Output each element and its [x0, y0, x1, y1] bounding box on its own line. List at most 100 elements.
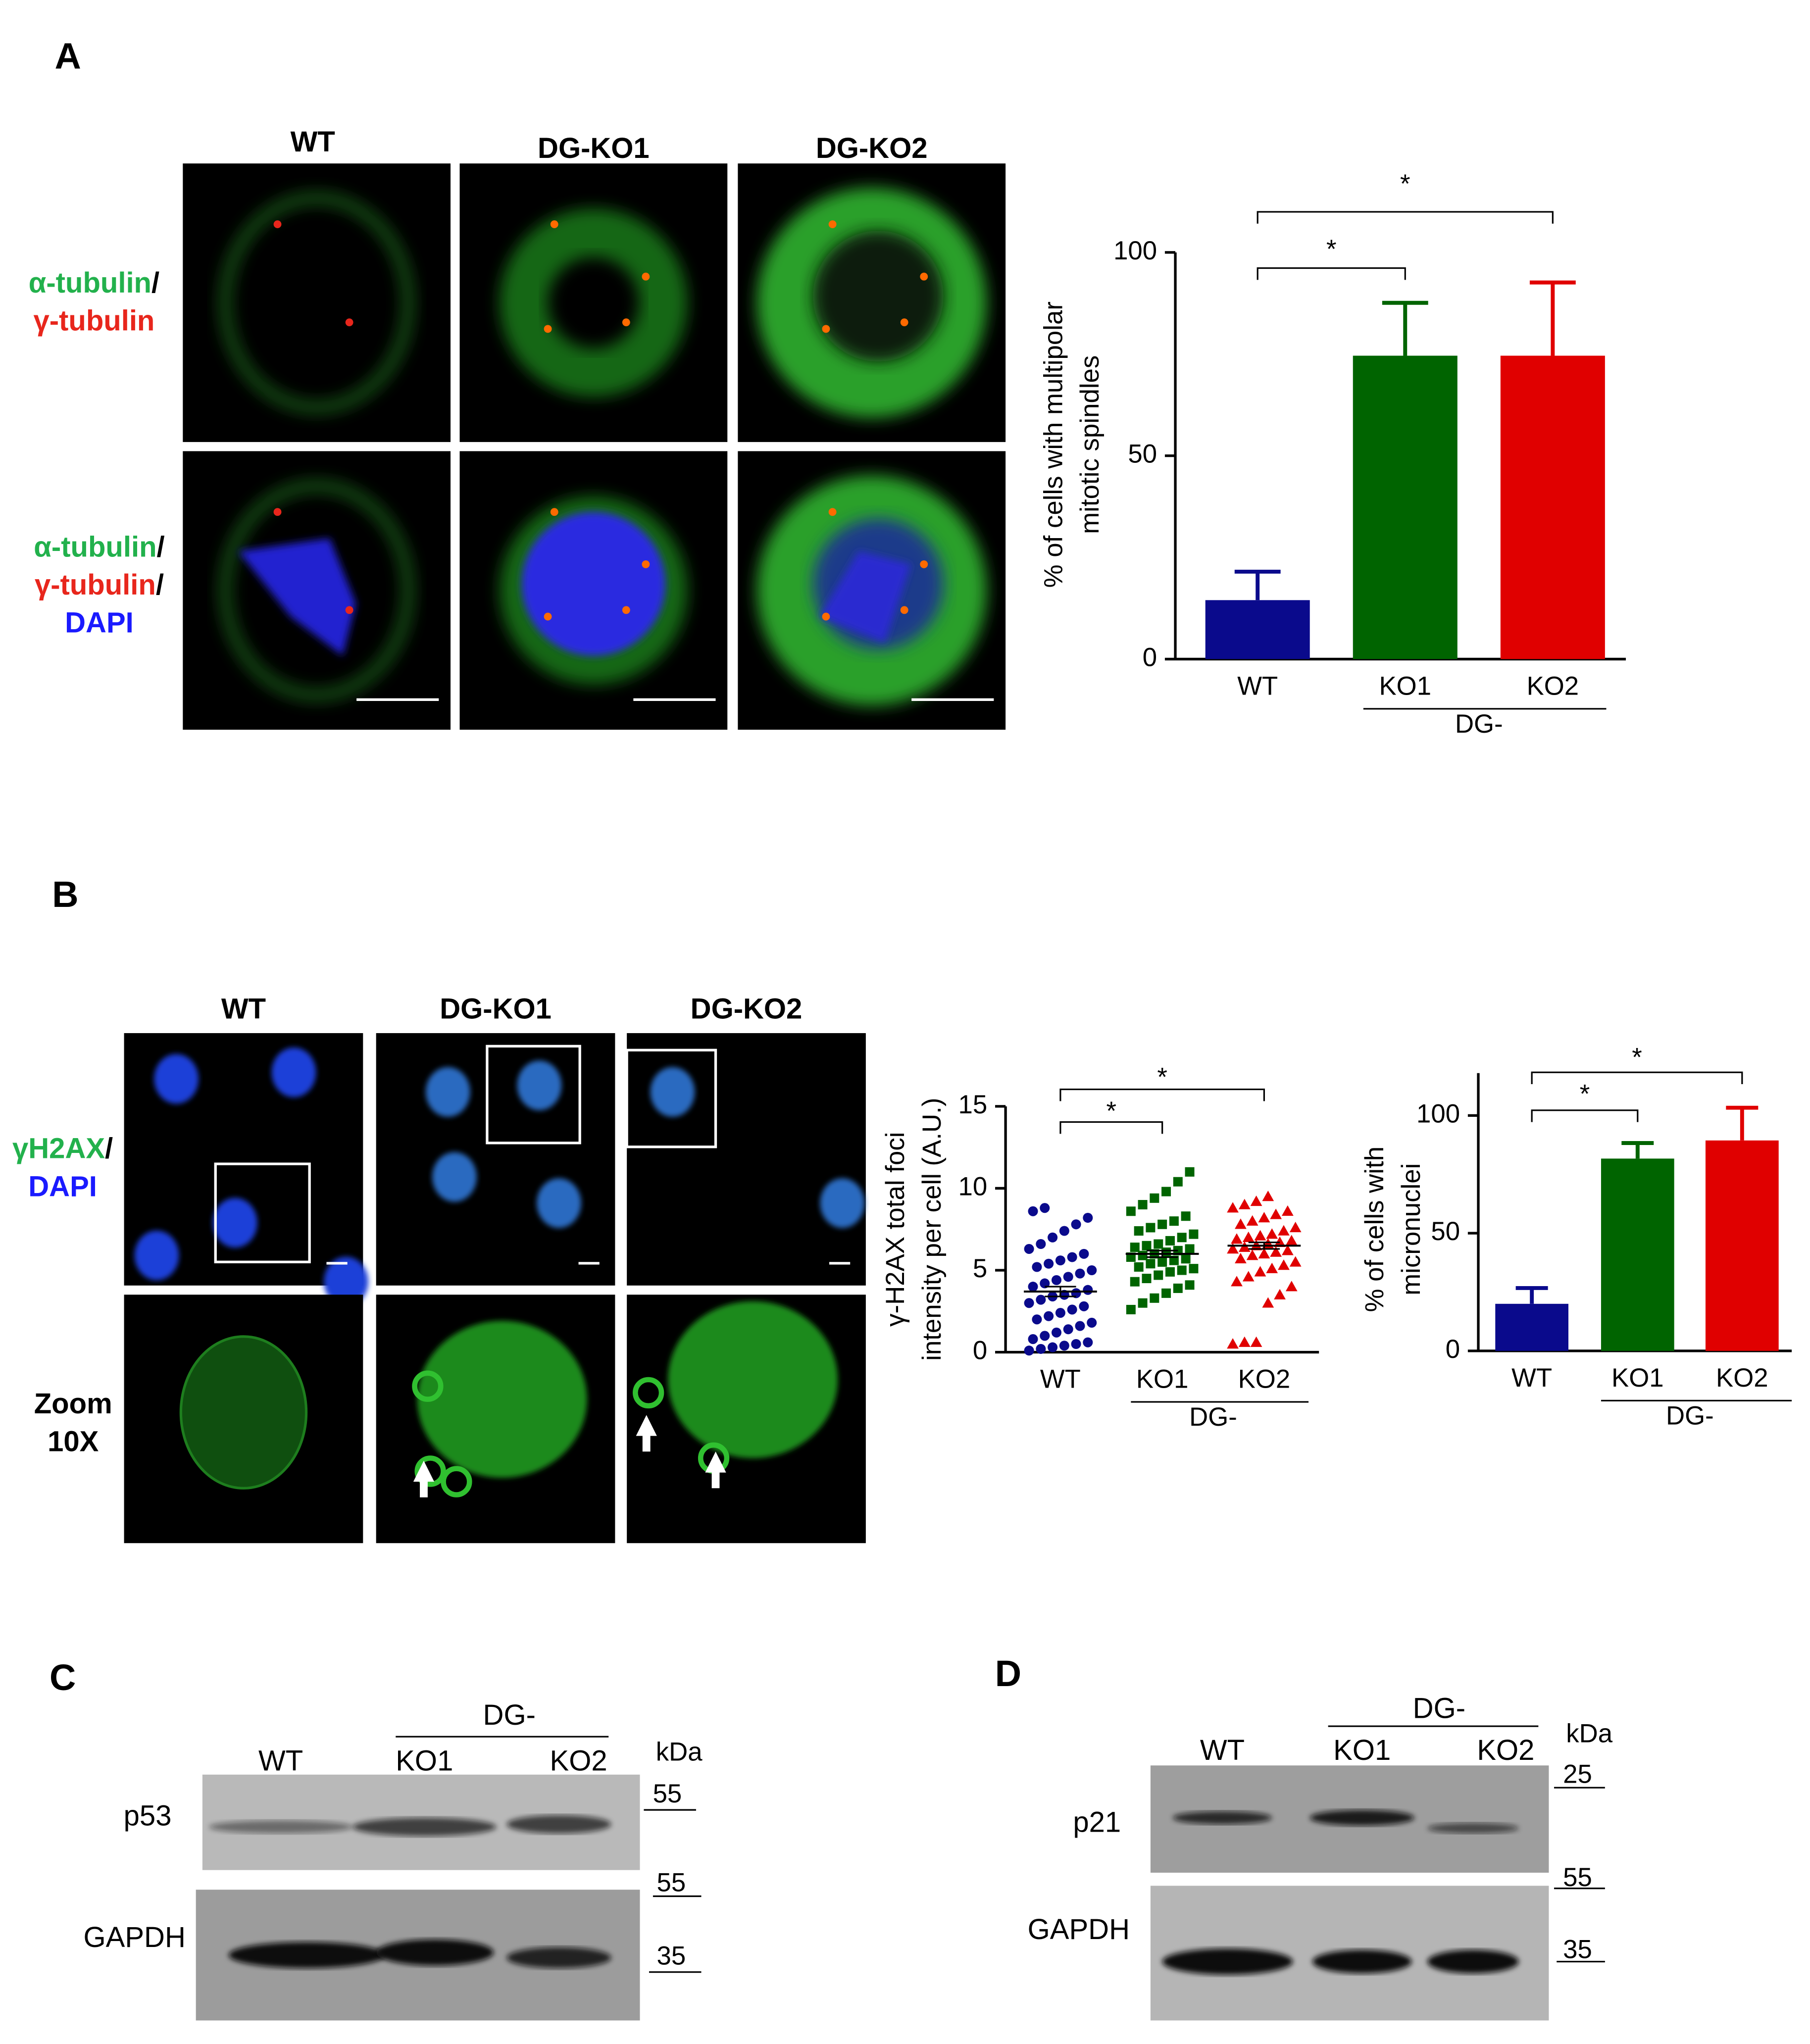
cell	[218, 192, 415, 414]
dot	[1138, 1298, 1148, 1308]
row-label: α-tubulin/	[29, 267, 159, 299]
centrosome	[828, 508, 837, 516]
dot	[1235, 1218, 1247, 1229]
dot	[1051, 1327, 1062, 1338]
dot	[1169, 1216, 1179, 1226]
dot	[1173, 1283, 1183, 1293]
dot	[1258, 1212, 1270, 1223]
marker-label: 25	[1563, 1759, 1592, 1789]
centrosome	[642, 272, 650, 281]
zoom-box	[214, 1162, 311, 1263]
nucleus	[650, 1067, 695, 1117]
centrosome	[822, 325, 830, 333]
dot	[1238, 1336, 1251, 1347]
y-axis-label: % of cells with multipolar	[1039, 301, 1068, 588]
significance-bracket	[1531, 1071, 1743, 1084]
dot	[1278, 1225, 1290, 1236]
dot	[1142, 1274, 1152, 1284]
significance-star: *	[1157, 1062, 1167, 1092]
lane-label: WT	[258, 1745, 303, 1777]
centrosome	[822, 612, 830, 621]
dot	[1262, 1191, 1274, 1201]
y-tick-label: 5	[973, 1254, 987, 1283]
significance-star: *	[1632, 1043, 1642, 1072]
row-label-part: Zoom	[34, 1388, 112, 1420]
row-label: γ-tubulin	[33, 305, 154, 337]
group-label: DG-	[1189, 1402, 1237, 1432]
centrosome	[642, 560, 650, 568]
dot	[1036, 1344, 1046, 1354]
error-bar	[1529, 280, 1576, 356]
x-tick-label: WT	[1511, 1363, 1552, 1393]
sem-bar	[1045, 1286, 1076, 1297]
row-label-part: /	[105, 1133, 113, 1165]
dot	[1028, 1206, 1038, 1216]
row-label-part: /	[157, 531, 165, 563]
row-label-part: 10X	[48, 1426, 99, 1458]
dot	[1048, 1342, 1058, 1352]
y-tick-label: 100	[1416, 1099, 1460, 1128]
lane-label: KO1	[1333, 1734, 1391, 1766]
centrosome	[273, 508, 282, 516]
micronucleus	[633, 1377, 664, 1409]
chromatin	[521, 512, 665, 656]
dot	[1083, 1212, 1093, 1223]
dot	[1165, 1267, 1175, 1277]
significance-bracket	[1059, 1088, 1265, 1101]
band	[1309, 1810, 1414, 1826]
dot	[1134, 1262, 1144, 1272]
dot	[1083, 1285, 1093, 1295]
row-label: γH2AX/	[12, 1133, 113, 1165]
y-tick-label: 50	[1431, 1217, 1460, 1246]
band	[352, 1817, 497, 1836]
band	[1427, 1949, 1519, 1974]
dot	[1028, 1282, 1038, 1292]
arrow	[705, 1451, 726, 1489]
dot	[1157, 1219, 1167, 1229]
blot-label: p21	[1073, 1806, 1121, 1839]
cell	[218, 479, 415, 702]
chromatin	[238, 538, 356, 656]
dot	[1055, 1255, 1065, 1266]
column-header: DG-KO1	[538, 132, 650, 164]
row-label: DAPI	[65, 607, 134, 639]
dot	[1079, 1248, 1089, 1259]
centrosome	[273, 220, 282, 228]
group-label: DG-	[483, 1699, 536, 1731]
bar	[1601, 1158, 1674, 1351]
nucleus	[820, 1178, 865, 1228]
hole	[548, 257, 640, 349]
dot	[1059, 1226, 1069, 1236]
dot	[1161, 1187, 1171, 1196]
dot	[1075, 1268, 1085, 1279]
dot	[1231, 1233, 1243, 1244]
zoom-box	[625, 1048, 717, 1148]
dot	[1246, 1215, 1258, 1226]
arrow	[636, 1415, 657, 1452]
column-header: DG-KO2	[816, 132, 928, 164]
row-label-part: /	[151, 267, 159, 299]
significance-star: *	[1326, 235, 1337, 264]
dot	[1071, 1339, 1081, 1349]
dot	[1169, 1255, 1179, 1265]
error-bar	[1621, 1141, 1654, 1159]
dot	[1126, 1206, 1136, 1216]
dot	[1150, 1293, 1159, 1303]
dot	[1282, 1205, 1294, 1216]
dot	[1048, 1232, 1058, 1243]
lane-label: KO2	[1477, 1734, 1534, 1766]
row-label: α-tubulin/	[34, 531, 164, 563]
dot	[1177, 1265, 1187, 1275]
column-header: DG-KO2	[691, 993, 803, 1025]
group-label: DG-	[1455, 709, 1503, 739]
x-tick-label: KO2	[1716, 1363, 1768, 1393]
dot	[1024, 1346, 1034, 1356]
arrow	[413, 1460, 435, 1497]
significance-star: *	[1580, 1080, 1590, 1109]
marker-label: 35	[1563, 1935, 1592, 1964]
dot	[1044, 1258, 1054, 1269]
dot	[1262, 1297, 1274, 1308]
dot	[1032, 1314, 1042, 1325]
significance-bracket	[1257, 267, 1406, 280]
